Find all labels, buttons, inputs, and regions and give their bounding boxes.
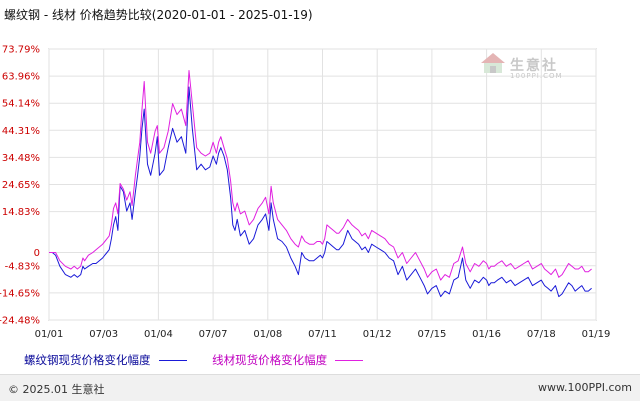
x-tick-label: 01/19 [582,329,611,340]
legend-label-wire-rod: 线材现货价格变化幅度 [212,353,328,367]
footer-bar: © 2025.01 生意社 www.100PPI.com [0,374,640,401]
y-tick-label: 63.96% [2,72,40,83]
y-tick-label: -14.65% [0,288,40,299]
x-tick-label: 01/12 [363,329,392,340]
y-tick-label: 73.79% [2,45,40,56]
x-tick-label: 07/03 [89,329,118,340]
line-chart: 73.79% 63.96% 54.14% 44.31% 34.48% 24.65% 14.8… [0,45,611,341]
legend-line-wire-rod [335,360,364,361]
legend-label-rebar: 螺纹钢现货价格变化幅度 [24,353,151,367]
series-line-wire-rod [49,70,592,281]
legend-item-rebar: 螺纹钢现货价格变化幅度 [24,353,190,367]
y-tick-label: 44.31% [2,126,40,137]
y-tick-label: 34.48% [2,153,40,164]
x-tick-label: 01/01 [35,329,64,340]
watermark-brand: 生意社 [510,58,558,74]
chart-title: 螺纹钢 - 线材 价格趋势比较(2020-01-01 - 2025-01-19) [4,8,313,22]
legend-item-wire-rod: 线材现货价格变化幅度 [212,353,364,367]
y-tick-label: -4.83% [5,261,40,272]
chart-legend: 螺纹钢现货价格变化幅度 线材现货价格变化幅度 [24,352,364,368]
x-tick-label: 01/08 [253,329,282,340]
y-tick-label: 14.83% [2,207,40,218]
series-line-rebar [49,86,592,298]
x-tick-label: 07/18 [527,329,556,340]
y-tick-label: 0 [34,248,40,259]
footer-copyright: © 2025.01 生意社 [8,383,105,396]
x-tick-label: 01/04 [144,329,173,340]
watermark-logo-icon [480,52,506,78]
y-tick-label: 54.14% [2,99,40,110]
y-tick-label: 24.65% [2,180,40,191]
footer-site-link[interactable]: www.100PPI.com [538,381,632,394]
watermark-url: 100PPI.COM [510,72,563,80]
x-tick-label: 01/16 [472,329,501,340]
y-tick-label: -24.48% [0,316,40,327]
x-tick-label: 07/07 [199,329,228,340]
x-tick-label: 07/15 [417,329,446,340]
x-tick-label: 07/11 [308,329,337,340]
legend-line-rebar [158,360,187,361]
